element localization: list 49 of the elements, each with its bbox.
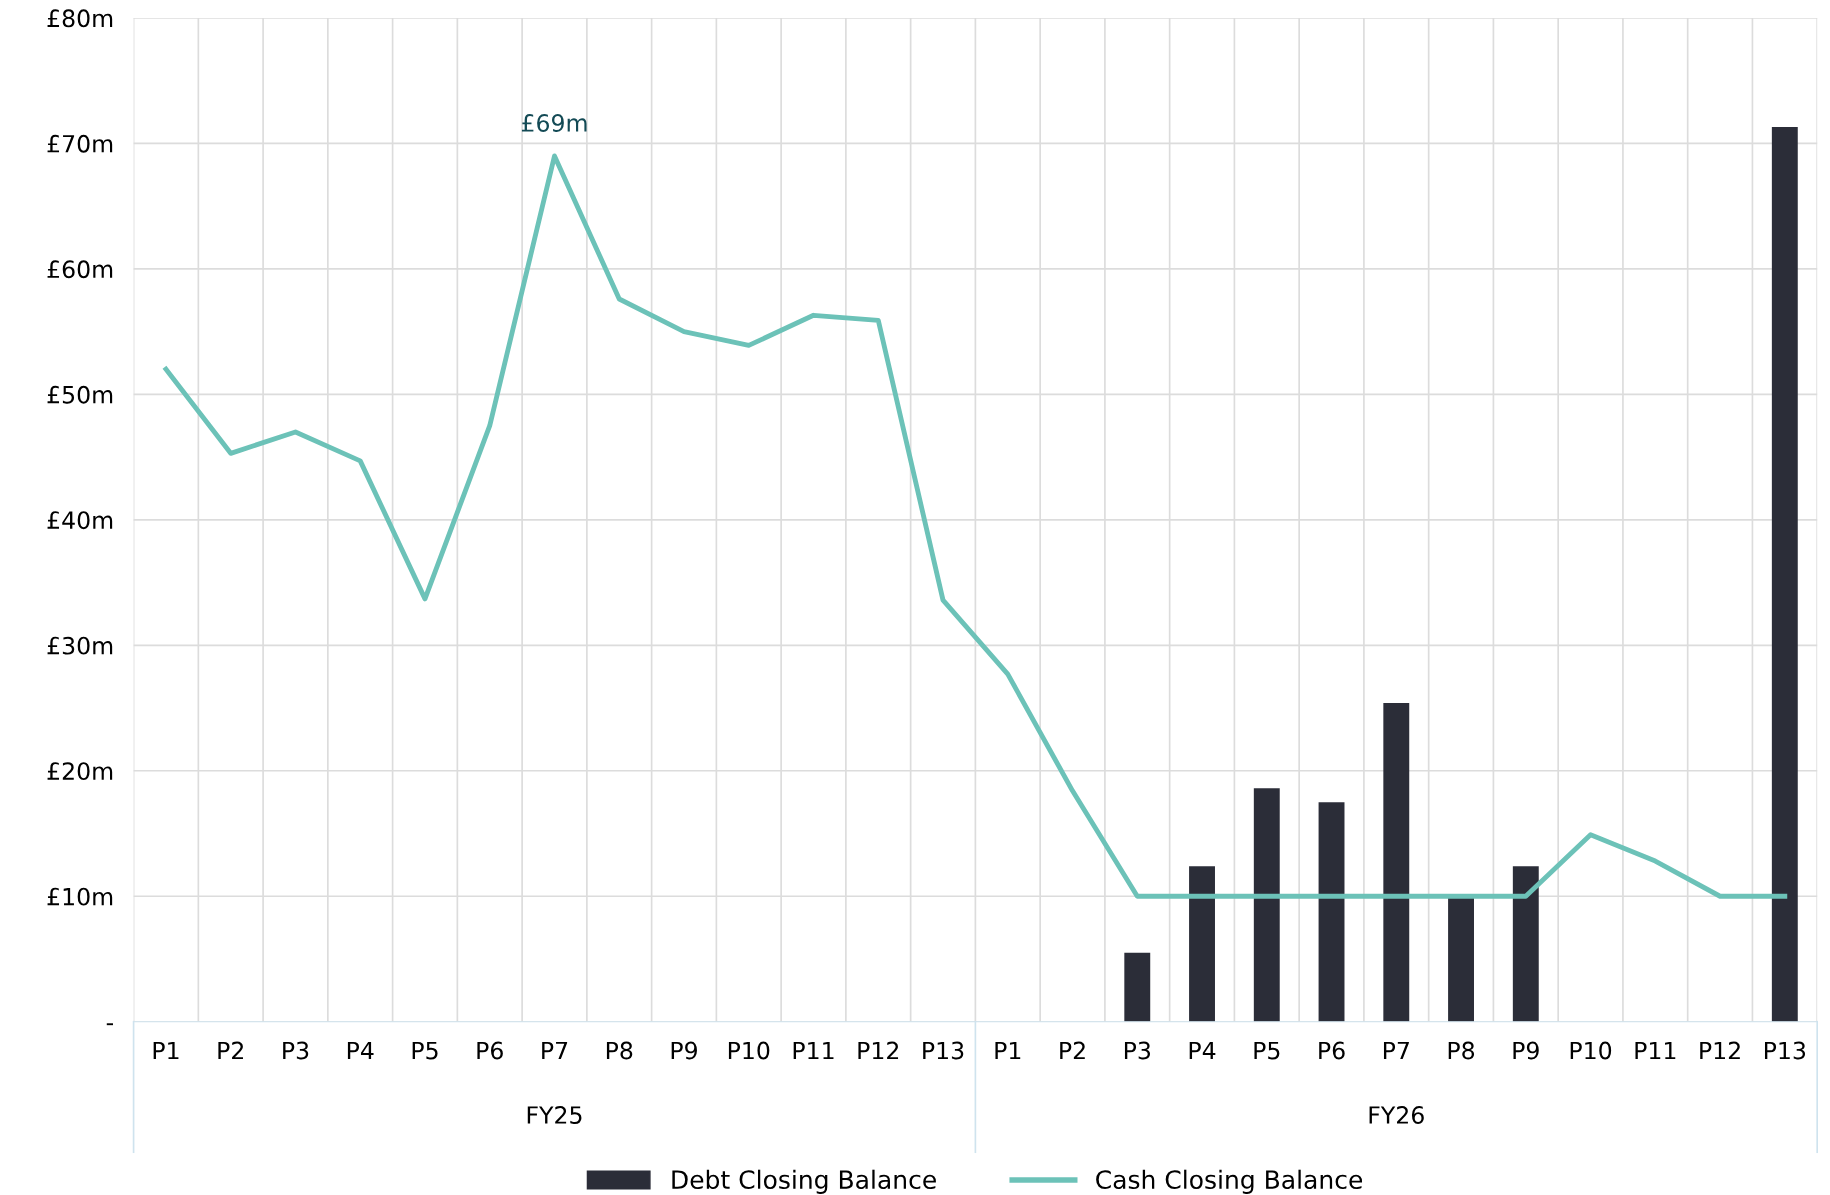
x-tick-label: P12 bbox=[858, 1041, 899, 1060]
legend-label: Debt Closing Balance bbox=[672, 1169, 936, 1194]
x-tick-label: P13 bbox=[923, 1041, 964, 1060]
x-tick-label: P7 bbox=[1383, 1041, 1409, 1060]
legend-label: Cash Closing Balance bbox=[1096, 1169, 1363, 1194]
bar bbox=[1124, 952, 1151, 1022]
bar bbox=[1448, 896, 1474, 1022]
data-label: £69m bbox=[521, 114, 587, 132]
x-tick-label: P4 bbox=[347, 1041, 374, 1060]
x-tick-label: P12 bbox=[1700, 1041, 1740, 1060]
y-tick-label: £60m bbox=[47, 260, 113, 279]
text: FY26 bbox=[1369, 1106, 1424, 1124]
bar bbox=[1189, 866, 1215, 1022]
x-tick-label: P8 bbox=[606, 1041, 633, 1060]
x-tick-label: P5 bbox=[412, 1041, 438, 1060]
x-tick-label: P6 bbox=[477, 1041, 503, 1060]
x-tick-label: P3 bbox=[1124, 1041, 1151, 1060]
x-tick-label: P5 bbox=[1254, 1041, 1280, 1060]
y-tick-label: £30m bbox=[47, 636, 113, 655]
x-tick-label: P6 bbox=[1319, 1041, 1345, 1060]
y-tick-label: - bbox=[106, 1023, 113, 1026]
x-tick-label: P9 bbox=[1513, 1041, 1539, 1060]
bar bbox=[1771, 127, 1798, 1022]
x-tick-label: P8 bbox=[1448, 1041, 1475, 1060]
x-tick-label: P11 bbox=[1635, 1041, 1676, 1060]
bar bbox=[1318, 802, 1345, 1022]
bar bbox=[1253, 788, 1280, 1022]
y-tick-label: £20m bbox=[47, 762, 113, 781]
x-tick-label: P9 bbox=[671, 1041, 697, 1060]
x-tick-label: P1 bbox=[153, 1041, 179, 1060]
y-tick-label: £70m bbox=[47, 134, 113, 153]
x-tick-label: P1 bbox=[995, 1041, 1021, 1060]
line-series bbox=[163, 153, 1788, 899]
x-tick-label: P13 bbox=[1764, 1041, 1806, 1060]
x-tick-label: P2 bbox=[218, 1041, 243, 1060]
y-tick-label: £10m bbox=[47, 887, 113, 906]
x-tick-label: P10 bbox=[1570, 1041, 1612, 1060]
bar bbox=[1512, 866, 1539, 1022]
bar bbox=[1383, 703, 1410, 1022]
x-tick-label: P7 bbox=[542, 1041, 568, 1060]
text: FY25 bbox=[527, 1106, 582, 1124]
x-tick-label: P10 bbox=[728, 1041, 770, 1060]
y-tick-label: £40m bbox=[47, 511, 113, 530]
x-tick-label: P3 bbox=[283, 1041, 309, 1060]
y-tick-label: £80m bbox=[47, 9, 113, 28]
x-tick-label: P2 bbox=[1060, 1041, 1085, 1060]
x-tick-label: P4 bbox=[1189, 1041, 1216, 1060]
y-tick-label: £50m bbox=[47, 385, 113, 404]
x-tick-label: P11 bbox=[793, 1041, 834, 1060]
